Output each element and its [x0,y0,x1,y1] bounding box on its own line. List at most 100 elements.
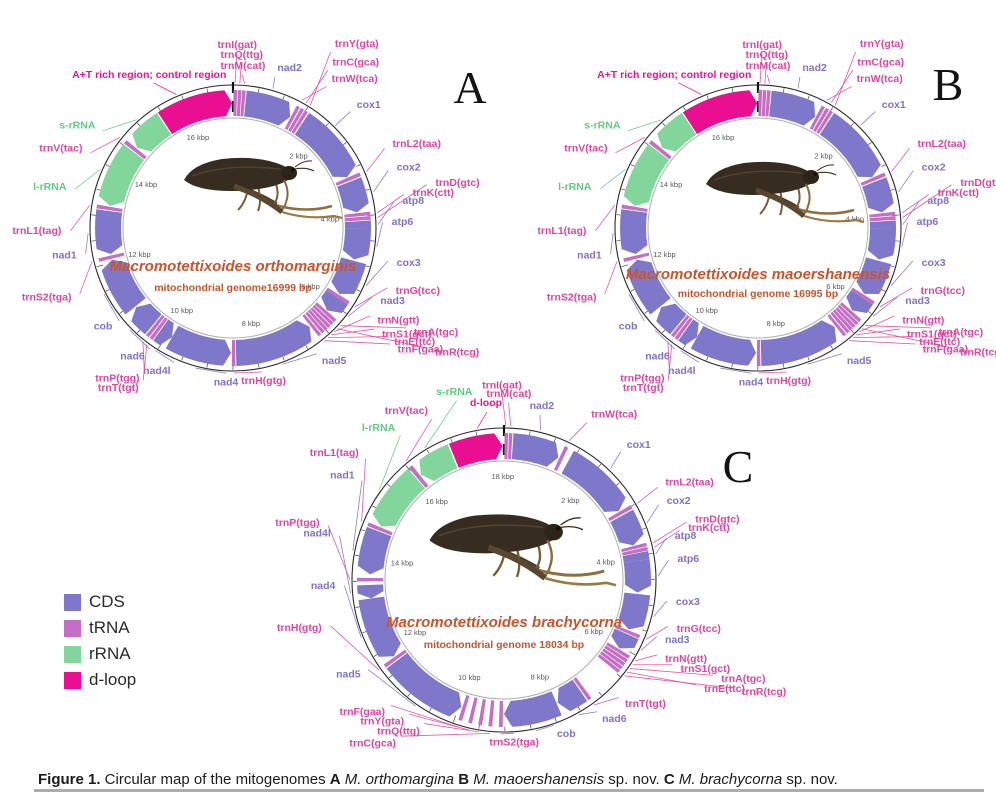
gene-segment-trnT [573,677,592,701]
label-leader-line [508,402,512,427]
label-leader-line [678,82,702,95]
insect-antenna [816,171,837,176]
insect-leg [273,183,279,205]
caption-part: M. orthomargina [344,771,455,788]
caption-part: M. brachycorna [678,771,783,788]
legend-label: CDS [89,592,125,611]
label-leader-line [405,418,433,462]
gene-label: trnP(tgg) [95,373,139,385]
tick-mark [305,107,309,111]
label-leader-line [879,287,913,308]
outer-ring [614,84,902,372]
label-leader-line [766,74,771,84]
gene-segment-trnW [553,446,569,472]
gene-label: atp8 [402,195,424,207]
legend-swatch [64,645,81,663]
gene-segment-trnW [809,105,825,131]
gene-label: nad1 [577,250,602,262]
insect-head [803,170,819,184]
tick-mark [96,264,104,268]
gene-label: trnH(gtg) [277,622,322,634]
gene-label: trnP(tgg) [620,373,664,385]
legend: CDS tRNA rRNA d-loop [64,592,136,690]
insect-front-leg [279,179,289,212]
gene-label: trnK(ctt) [688,522,729,534]
label-leader-line [624,675,734,689]
gene-segment-trnR [597,654,621,673]
gene-segment-trnC [488,700,495,727]
gene-label: trnR(tcg) [742,686,786,698]
gene-label: nad4 [739,376,764,388]
inner-ring [384,460,624,700]
label-leader-line [272,76,276,89]
gene-segment-trnI [504,433,509,460]
tick-label: 4 kbp [597,557,615,566]
insect-antenna [294,167,315,172]
gene-label: trnI(gat) [482,379,522,391]
gene-segment-s-rRNA [657,112,697,152]
gene-label: trnN(gtt) [377,315,419,327]
tick-label: 16 kbp [187,133,210,142]
label-leader-line [637,486,658,504]
label-leader-line [667,341,670,372]
gene-segment-trnL2 [608,505,633,522]
gene-label: nad1 [52,250,77,262]
label-leader-line [826,86,852,101]
tick-mark [662,122,666,127]
tick-mark [642,629,647,632]
tick-mark [644,310,648,314]
gene-segment-nad4 [165,325,232,366]
gene-segment-trnA [314,302,337,323]
gene-label: trnL1(tag) [310,447,359,459]
gene-segment-trnC [813,107,830,132]
label-leader-line [891,148,910,172]
gene-label: cox2 [667,495,691,507]
label-leader-line [593,697,619,706]
caption-part: Circular map of the mitogenomes [100,771,330,788]
label-leader-line [233,371,262,374]
label-leader-line [720,367,752,374]
label-leader-line [282,353,317,365]
gene-label: cob [94,321,113,333]
gene-segment-nad3 [611,628,639,649]
label-leader-line [645,626,669,640]
legend-item-trna: tRNA [64,618,136,638]
tick-mark [137,122,141,127]
insect-eye [291,168,295,172]
tick-label: 16 kbp [425,497,448,506]
label-leader-line [758,371,787,374]
map-subtitle: mitochondrial genome 16995 bp [678,288,838,300]
gene-segment-trnS1 [832,309,853,331]
label-leader-line [309,51,331,106]
gene-label: trnQ(ttg) [745,49,788,61]
tick-mark [553,437,556,442]
tick-mark [426,449,430,454]
label-leader-line [865,325,932,329]
label-leader-line [327,336,387,338]
tick-mark [616,482,620,486]
gene-segment-trnL2 [860,172,886,186]
label-leader-line [424,723,480,733]
panel-letter-c: C [723,441,754,492]
label-leader-line [501,394,507,427]
gene-segment-control-region [157,90,233,135]
gene-segment-trnL1 [367,522,393,536]
panel-letter-b: B [933,59,964,110]
map-subtitle: mitochondrial genome 18034 bp [424,639,584,651]
gene-segment-trnV [648,140,672,160]
gene-segment-trnL1 [621,204,648,213]
gene-label: trnD(gtc) [435,177,479,189]
label-leader-line [102,119,137,132]
gene-label: trnE(ttc) [704,683,745,695]
tick-mark [367,214,375,216]
label-leader-line [305,70,329,104]
gene-segment-trnS2 [623,252,650,262]
label-leader-line [352,480,363,551]
insect-hind-tibia-far [532,567,605,577]
gene-label: trnW(tca) [857,73,903,85]
gene-segment-trnS2 [98,252,125,262]
tick-mark [362,631,367,634]
gene-segment-nad1 [619,209,648,254]
label-leader-line [335,111,351,126]
gene-segment-trnA [839,302,862,323]
